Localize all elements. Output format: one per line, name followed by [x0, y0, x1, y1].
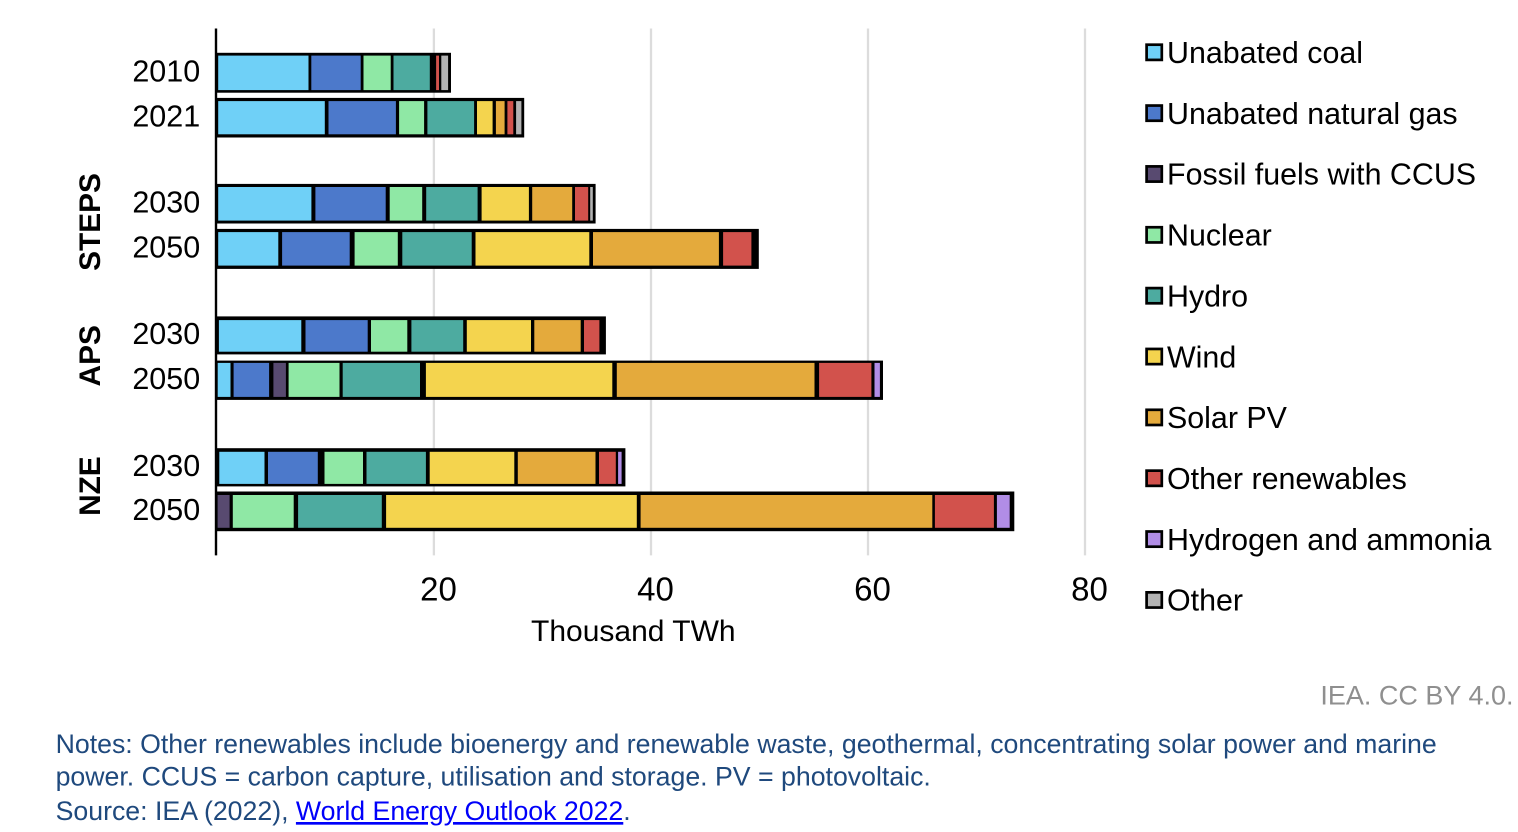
svg-text:Other: Other	[1167, 584, 1243, 618]
svg-text:60: 60	[854, 570, 891, 607]
svg-text:2030: 2030	[132, 449, 200, 483]
svg-text:20: 20	[420, 570, 457, 607]
svg-text:Fossil fuels with CCUS: Fossil fuels with CCUS	[1167, 158, 1476, 192]
svg-text:Hydrogen and ammonia: Hydrogen and ammonia	[1167, 523, 1491, 557]
svg-text:2021: 2021	[132, 99, 200, 133]
svg-text:Nuclear: Nuclear	[1167, 219, 1272, 253]
svg-text:40: 40	[637, 570, 674, 607]
svg-text:APS: APS	[74, 325, 107, 386]
svg-text:Unabated natural gas: Unabated natural gas	[1167, 97, 1458, 131]
svg-text:2030: 2030	[132, 186, 200, 220]
svg-text:80: 80	[1071, 570, 1108, 607]
svg-text:2050: 2050	[132, 493, 200, 527]
svg-text:IEA. CC BY 4.0.: IEA. CC BY 4.0.	[1320, 680, 1513, 710]
svg-text:Notes: Other renewables includ: Notes: Other renewables include bioenerg…	[56, 729, 1437, 759]
svg-text:2030: 2030	[132, 317, 200, 351]
svg-text:STEPS: STEPS	[74, 173, 107, 271]
svg-text:2010: 2010	[132, 55, 200, 89]
svg-text:Hydro: Hydro	[1167, 279, 1248, 313]
svg-text:Unabated coal: Unabated coal	[1167, 36, 1363, 70]
svg-text:power. CCUS = carbon capture,: power. CCUS = carbon capture, utilisatio…	[56, 761, 931, 791]
svg-text:Wind: Wind	[1167, 340, 1236, 374]
svg-text:2050: 2050	[132, 231, 200, 265]
svg-text:Solar PV: Solar PV	[1167, 401, 1288, 435]
svg-text:Thousand TWh: Thousand TWh	[531, 615, 736, 648]
svg-text:2050: 2050	[132, 362, 200, 396]
svg-text:Other renewables: Other renewables	[1167, 462, 1407, 496]
svg-text:NZE: NZE	[74, 456, 107, 516]
svg-text:Source: IEA (2022), World Ener: Source: IEA (2022), World Energy Outlook…	[56, 796, 631, 826]
